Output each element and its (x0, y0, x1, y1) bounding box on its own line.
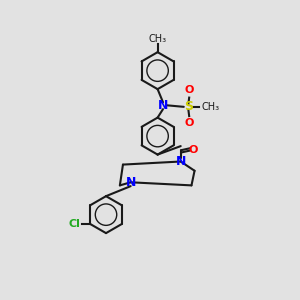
Text: O: O (184, 85, 194, 95)
Text: N: N (158, 99, 168, 112)
Text: O: O (184, 118, 194, 128)
Text: S: S (184, 100, 193, 113)
Text: N: N (176, 155, 186, 168)
Text: CH₃: CH₃ (148, 34, 167, 44)
Text: CH₃: CH₃ (202, 102, 220, 112)
Text: N: N (125, 176, 136, 189)
Text: O: O (188, 145, 198, 155)
Text: Cl: Cl (68, 219, 80, 229)
